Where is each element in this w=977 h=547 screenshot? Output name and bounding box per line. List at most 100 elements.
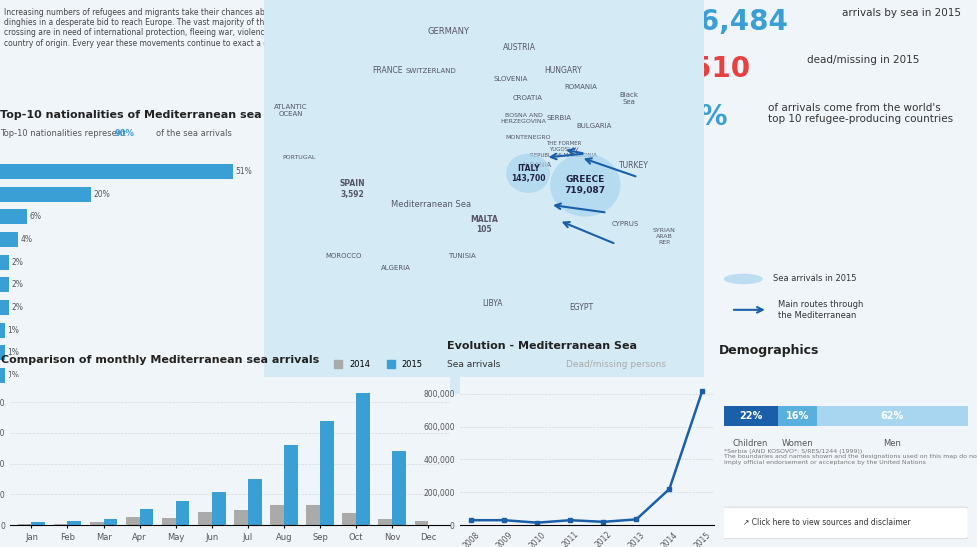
- Circle shape: [549, 154, 619, 217]
- Bar: [18, 523, 31, 525]
- Bar: [270, 505, 283, 525]
- Text: CYPRUS: CYPRUS: [611, 222, 638, 228]
- Text: 2%: 2%: [12, 303, 23, 312]
- Text: SERBIA: SERBIA: [546, 115, 571, 121]
- Bar: [378, 519, 392, 525]
- Text: 1%: 1%: [7, 325, 19, 335]
- Text: SLOVENIA: SLOVENIA: [492, 76, 528, 82]
- Bar: [234, 510, 247, 525]
- Bar: [392, 451, 405, 525]
- Bar: [90, 522, 104, 525]
- Bar: [0, 255, 9, 270]
- Text: ALGERIA: ALGERIA: [381, 265, 410, 271]
- Bar: [126, 516, 140, 525]
- Bar: [212, 492, 226, 525]
- Text: 51%: 51%: [234, 167, 251, 176]
- Bar: [176, 501, 190, 525]
- Bar: [0, 323, 5, 337]
- Text: BOSNA AND
HERZEGOVINA: BOSNA AND HERZEGOVINA: [500, 113, 546, 124]
- Bar: [54, 524, 67, 525]
- Text: Increasing numbers of refugees and migrants take their chances aboard unseaworth: Increasing numbers of refugees and migra…: [5, 8, 383, 48]
- Text: ROMANIA: ROMANIA: [564, 84, 597, 90]
- Text: Black
Sea: Black Sea: [619, 92, 638, 105]
- Bar: [162, 517, 176, 525]
- Text: Women: Women: [781, 439, 812, 447]
- Legend: 2014, 2015: 2014, 2015: [330, 357, 426, 372]
- Text: MONTENEGRO: MONTENEGRO: [505, 135, 550, 141]
- Text: HUNGARY: HUNGARY: [544, 66, 581, 75]
- Text: CROATIA: CROATIA: [513, 96, 542, 101]
- Text: Sea arrivals: Sea arrivals: [446, 360, 500, 369]
- Text: 1%: 1%: [7, 348, 19, 357]
- Bar: [104, 519, 117, 525]
- Text: Main routes through
the Mediterranean: Main routes through the Mediterranean: [777, 300, 862, 319]
- Text: LIBYA: LIBYA: [483, 299, 502, 308]
- Text: Top-10 nationalities represent: Top-10 nationalities represent: [0, 129, 131, 138]
- Text: arrivals by sea in 2015: arrivals by sea in 2015: [841, 8, 960, 18]
- Bar: [283, 445, 297, 525]
- Text: Demographics: Demographics: [718, 344, 819, 357]
- Text: MALTA
105: MALTA 105: [470, 215, 497, 234]
- Text: ATLANTIC
OCEAN: ATLANTIC OCEAN: [274, 104, 307, 117]
- Text: SYRIAN
ARAB
REP.: SYRIAN ARAB REP.: [653, 228, 675, 245]
- Bar: [31, 522, 45, 525]
- Bar: [67, 521, 81, 525]
- Text: Sea arrivals in 2015: Sea arrivals in 2015: [772, 275, 855, 283]
- Bar: [140, 509, 153, 525]
- Bar: [0, 210, 27, 224]
- Text: 6%: 6%: [29, 212, 42, 222]
- Text: Children: Children: [732, 439, 768, 447]
- Bar: [414, 521, 428, 525]
- Bar: [0, 368, 5, 383]
- Text: EGYPT: EGYPT: [569, 302, 592, 312]
- Bar: [0, 277, 9, 292]
- Bar: [342, 513, 356, 525]
- Text: AUSTRIA: AUSTRIA: [502, 43, 535, 52]
- Text: 22%: 22%: [739, 411, 761, 421]
- Text: BULGARIA: BULGARIA: [575, 123, 612, 129]
- FancyBboxPatch shape: [264, 0, 703, 394]
- Text: 1%: 1%: [7, 371, 19, 380]
- Text: GERMANY: GERMANY: [428, 27, 469, 36]
- Text: 3,510: 3,510: [661, 55, 749, 83]
- Text: dead/missing in 2015: dead/missing in 2015: [806, 55, 918, 65]
- Bar: [723, 406, 777, 426]
- Text: Mediterranean Sea: Mediterranean Sea: [391, 200, 471, 210]
- Bar: [816, 406, 967, 426]
- Text: Men: Men: [882, 439, 901, 447]
- Text: THE FORMER
YUGOSLAV
REPUBL. OF MACEDONIA: THE FORMER YUGOSLAV REPUBL. OF MACEDONIA: [530, 141, 596, 158]
- Bar: [0, 164, 233, 179]
- Bar: [0, 232, 19, 247]
- Text: TURKEY: TURKEY: [618, 161, 648, 170]
- Text: Top-10 nationalities of Mediterranean sea arrivals: Top-10 nationalities of Mediterranean se…: [0, 110, 313, 120]
- Text: ↗ Click here to view sources and disclaimer: ↗ Click here to view sources and disclai…: [743, 519, 910, 527]
- Text: of arrivals come from the world's
top 10 refugee-producing countries: of arrivals come from the world's top 10…: [768, 103, 953, 124]
- Text: SWITZERLAND: SWITZERLAND: [405, 68, 456, 74]
- Bar: [777, 406, 816, 426]
- Text: ALBANIA: ALBANIA: [522, 162, 551, 168]
- Text: 90%: 90%: [115, 129, 135, 138]
- Text: ITALY
143,700: ITALY 143,700: [510, 164, 545, 183]
- Text: Dead/missing persons: Dead/missing persons: [566, 360, 665, 369]
- Text: 4%: 4%: [21, 235, 32, 244]
- Text: SPAIN
3,592: SPAIN 3,592: [339, 179, 364, 199]
- Text: 20%: 20%: [94, 190, 110, 199]
- Text: 2%: 2%: [12, 258, 23, 267]
- Bar: [319, 421, 333, 525]
- Text: 62%: 62%: [880, 411, 903, 421]
- Text: PORTUGAL: PORTUGAL: [282, 155, 316, 160]
- Bar: [0, 300, 9, 315]
- Circle shape: [505, 154, 549, 193]
- FancyBboxPatch shape: [718, 507, 967, 539]
- Bar: [0, 187, 91, 201]
- Bar: [356, 393, 369, 525]
- Text: FRANCE: FRANCE: [371, 66, 403, 75]
- Bar: [0, 346, 5, 360]
- Text: 2%: 2%: [12, 280, 23, 289]
- Text: TUNISIA: TUNISIA: [447, 253, 476, 259]
- Bar: [247, 479, 261, 525]
- Circle shape: [723, 274, 762, 284]
- Text: of the sea arrivals: of the sea arrivals: [156, 129, 232, 138]
- Text: Comparison of monthly Mediterranean sea arrivals: Comparison of monthly Mediterranean sea …: [1, 356, 319, 365]
- Text: GREECE
719,087: GREECE 719,087: [564, 176, 606, 195]
